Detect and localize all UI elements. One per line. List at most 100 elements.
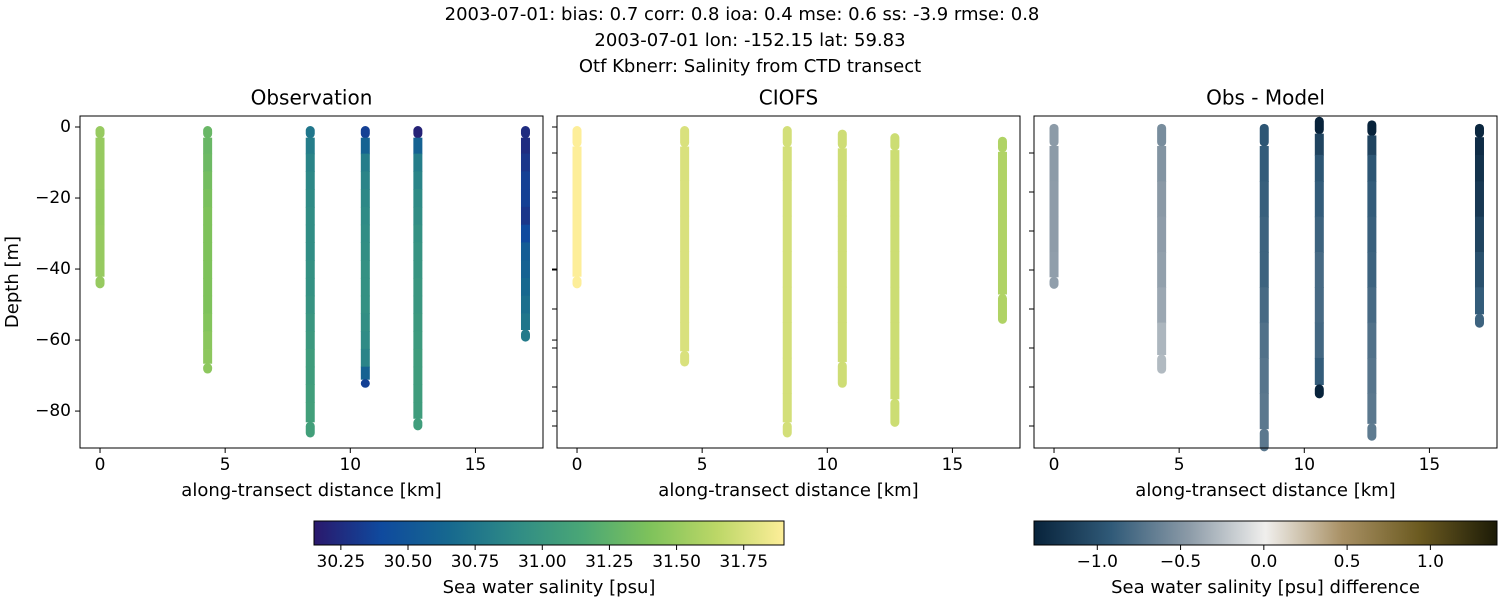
point <box>305 206 315 226</box>
y-axis-label: Depth [m] <box>2 236 23 328</box>
point <box>203 295 213 315</box>
point <box>95 126 105 139</box>
point <box>413 313 423 332</box>
point <box>305 224 315 244</box>
colorbar-label: Sea water salinity [psu] difference <box>1111 577 1420 598</box>
point <box>305 277 315 297</box>
point <box>837 215 847 252</box>
point <box>782 180 792 217</box>
point <box>360 366 370 380</box>
point <box>1157 123 1167 147</box>
point <box>360 153 370 172</box>
point <box>1314 216 1324 253</box>
point <box>890 215 900 252</box>
point <box>413 418 423 431</box>
point <box>360 224 370 244</box>
point <box>305 313 315 332</box>
point <box>890 286 900 323</box>
point <box>572 276 582 289</box>
point <box>413 242 423 261</box>
point <box>413 295 423 315</box>
x-tick-label: 0 <box>95 455 106 475</box>
point <box>572 215 582 252</box>
point <box>360 137 370 155</box>
point <box>572 251 582 277</box>
point <box>360 242 370 261</box>
point <box>203 137 213 155</box>
point <box>413 153 423 172</box>
colorbar-tick-label: 0.0 <box>1250 552 1277 572</box>
point <box>782 421 792 438</box>
point <box>203 277 213 297</box>
point <box>1259 393 1269 430</box>
point <box>203 363 213 374</box>
point <box>95 224 105 244</box>
point <box>360 379 370 388</box>
point <box>95 171 105 190</box>
colorbar-tick-label: 30.75 <box>451 552 500 572</box>
point <box>520 260 530 279</box>
colorbar-tick-label: −0.5 <box>1160 552 1201 572</box>
point <box>1157 216 1167 253</box>
point <box>305 242 315 261</box>
point <box>1157 354 1167 374</box>
point <box>782 286 792 323</box>
point <box>413 126 423 139</box>
colorbar <box>313 520 785 546</box>
point <box>413 277 423 297</box>
point <box>1474 154 1484 182</box>
suptitle: 2003-07-01: bias: 0.7 corr: 0.8 ioa: 0.4… <box>445 4 1040 25</box>
point <box>203 348 213 364</box>
x-tick-label: 5 <box>697 455 708 475</box>
point <box>1474 123 1484 138</box>
point <box>520 224 530 244</box>
point <box>1259 251 1269 288</box>
x-tick-label: 15 <box>942 455 964 475</box>
point <box>305 260 315 279</box>
point <box>413 260 423 279</box>
point <box>1049 146 1059 182</box>
point <box>305 171 315 190</box>
point <box>203 331 213 350</box>
point <box>520 153 530 172</box>
point <box>1367 287 1377 324</box>
point <box>890 398 900 427</box>
point <box>572 126 582 148</box>
y-tick-label: −80 <box>35 401 71 421</box>
point <box>837 251 847 288</box>
plot-frame <box>1033 115 1498 449</box>
point <box>95 189 105 208</box>
point <box>520 171 530 190</box>
point <box>1049 181 1059 218</box>
point <box>837 286 847 323</box>
point <box>680 322 690 352</box>
point <box>520 242 530 261</box>
point <box>890 357 900 400</box>
point <box>360 348 370 368</box>
point <box>520 313 530 331</box>
colorbar <box>1033 520 1498 546</box>
point <box>520 126 530 139</box>
point <box>305 402 315 423</box>
point <box>413 171 423 190</box>
point <box>95 242 105 261</box>
point <box>1259 322 1269 359</box>
point <box>1259 181 1269 218</box>
point <box>95 206 105 226</box>
colorbar-label: Sea water salinity [psu] <box>443 577 656 598</box>
colorbar-tick-label: 0.5 <box>1334 552 1361 572</box>
point <box>1049 251 1059 278</box>
point <box>997 180 1007 217</box>
point <box>1474 251 1484 288</box>
point <box>413 384 423 403</box>
plot-frame <box>556 115 1021 449</box>
point <box>360 295 370 315</box>
point <box>997 151 1007 181</box>
point <box>360 126 370 139</box>
point <box>520 137 530 155</box>
point <box>520 277 530 297</box>
point <box>1314 116 1324 135</box>
point <box>305 153 315 172</box>
point <box>1314 181 1324 218</box>
point <box>203 313 213 332</box>
